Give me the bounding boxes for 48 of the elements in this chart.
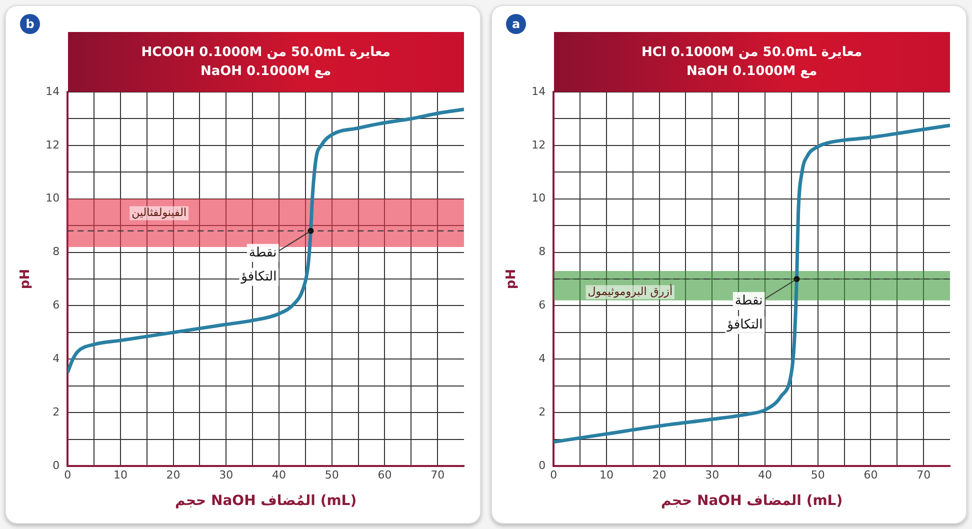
y-axis-title: pH xyxy=(18,268,34,290)
x-tick-label: 40 xyxy=(272,468,286,482)
y-tick-label: 2 xyxy=(538,405,546,418)
y-tick-label: 6 xyxy=(538,298,546,312)
x-axis-title: حجم NaOH المضاف (mL) xyxy=(660,493,843,510)
y-tick-label: 10 xyxy=(46,192,60,205)
annotation: نقطة التكافؤ xyxy=(726,293,763,332)
y-tick-label: 0 xyxy=(52,458,60,472)
y-tick-label: 10 xyxy=(532,192,546,205)
text: b xyxy=(20,14,40,34)
annotation: نقطة التكافؤ xyxy=(240,245,277,284)
chart-subtitle: مع NaOH 0.1000M xyxy=(199,64,332,79)
y-tick-label: 2 xyxy=(52,405,60,418)
x-tick-label: 10 xyxy=(599,468,614,482)
band-label: أزرق البروموثيمول xyxy=(588,284,673,298)
x-tick-label: 50 xyxy=(324,468,339,482)
x-tick-label: 0 xyxy=(550,468,558,482)
x-tick-label: 40 xyxy=(758,468,772,482)
x-tick-label: 20 xyxy=(652,468,666,482)
line-series xyxy=(554,124,950,444)
x-tick-label: 60 xyxy=(864,468,878,482)
y-tick-label: 8 xyxy=(538,245,546,258)
chart-subtitle: مع NaOH 0.1000M xyxy=(685,64,818,79)
x-tick-label: 20 xyxy=(166,468,180,482)
chart-title: معايرة 50.0mL من HCOOH 0.1000M xyxy=(140,45,392,60)
x-tick-label: 70 xyxy=(430,468,445,482)
y-axis-title: pH xyxy=(504,268,520,290)
x-tick-label: 70 xyxy=(916,468,931,482)
x-tick-label: 30 xyxy=(705,468,720,482)
x-tick-label: 30 xyxy=(219,468,234,482)
x-tick-label: 0 xyxy=(64,468,72,482)
y-tick-label: 0 xyxy=(538,458,546,472)
chart-title: معايرة 50.0mL من HCl 0.1000M xyxy=(640,45,864,60)
y-tick-label: 6 xyxy=(52,298,60,312)
band-label: الفينولفثالين xyxy=(132,206,187,220)
x-tick-label: 60 xyxy=(378,468,392,482)
x-axis-title: حجم NaOH المُضاف (mL) xyxy=(174,493,357,510)
y-tick-label: 14 xyxy=(46,84,60,98)
y-tick-label: 4 xyxy=(52,352,60,365)
x-tick-label: 50 xyxy=(810,468,825,482)
y-tick-label: 8 xyxy=(52,245,60,258)
y-tick-label: 14 xyxy=(532,84,546,98)
y-tick-label: 4 xyxy=(538,352,546,365)
y-tick-label: 12 xyxy=(532,138,546,152)
line-series xyxy=(68,108,464,374)
x-tick-label: 10 xyxy=(113,468,128,482)
text: a xyxy=(506,14,526,34)
y-tick-label: 12 xyxy=(46,138,60,152)
